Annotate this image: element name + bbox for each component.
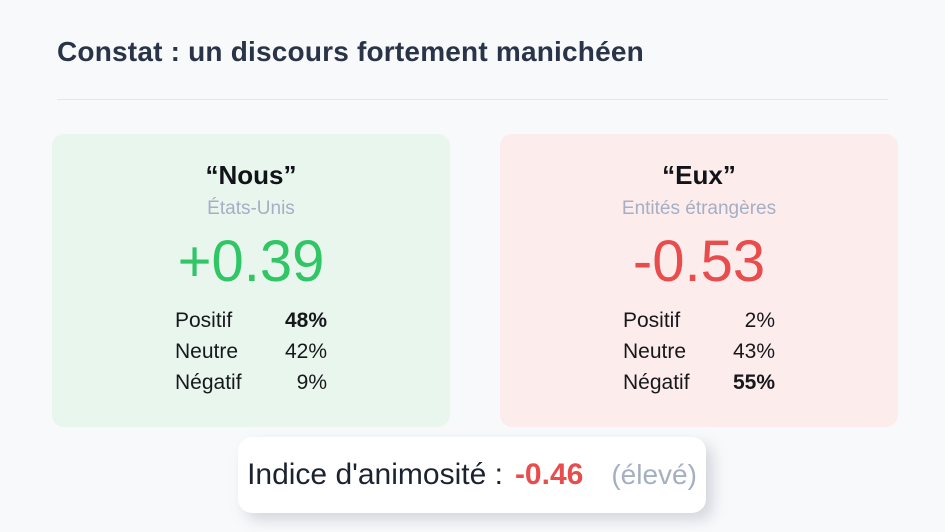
row-value: 42%: [284, 340, 327, 363]
sentiment-breakdown: Positif 48% Neutre 42% Négatif 9%: [175, 305, 327, 398]
sentiment-row: Positif 48%: [175, 305, 327, 336]
row-label: Positif: [175, 309, 233, 332]
sentiment-card-eux: “Eux” Entités étrangères -0.53 Positif 2…: [500, 134, 898, 427]
row-label: Négatif: [623, 371, 690, 394]
card-subheading: États-Unis: [207, 198, 295, 219]
sentiment-row: Positif 2%: [623, 305, 775, 336]
card-heading: “Nous”: [205, 160, 297, 190]
row-value: 2%: [744, 309, 775, 332]
sentiment-row: Négatif 9%: [175, 367, 327, 398]
sentiment-row: Neutre 42%: [175, 336, 327, 367]
sentiment-cards: “Nous” États-Unis +0.39 Positif 48% Neut…: [52, 134, 898, 427]
page-title: Constat : un discours fortement manichée…: [57, 36, 644, 67]
row-label: Neutre: [623, 340, 687, 363]
card-heading: “Eux”: [662, 160, 736, 190]
sentiment-row: Neutre 43%: [623, 336, 775, 367]
sentiment-row: Négatif 55%: [623, 367, 775, 398]
sentiment-score: +0.39: [177, 229, 325, 294]
title-divider: [57, 99, 888, 100]
row-label: Positif: [623, 309, 681, 332]
sentiment-score: -0.53: [632, 229, 766, 294]
row-label: Négatif: [175, 371, 242, 394]
animosity-index-box: Indice d'animosité : -0.46 (élevé): [238, 437, 706, 513]
row-value: 48%: [284, 309, 327, 332]
sentiment-card-nous: “Nous” États-Unis +0.39 Positif 48% Neut…: [52, 134, 450, 427]
row-value: 55%: [732, 371, 775, 394]
sentiment-breakdown: Positif 2% Neutre 43% Négatif 55%: [623, 305, 775, 398]
card-subheading: Entités étrangères: [621, 198, 777, 219]
animosity-qualifier: (élevé): [611, 459, 697, 490]
row-value: 9%: [296, 371, 327, 394]
row-label: Neutre: [175, 340, 239, 363]
animosity-label: Indice d'animosité :: [247, 458, 503, 491]
animosity-value: -0.46: [514, 458, 584, 491]
row-value: 43%: [732, 340, 775, 363]
